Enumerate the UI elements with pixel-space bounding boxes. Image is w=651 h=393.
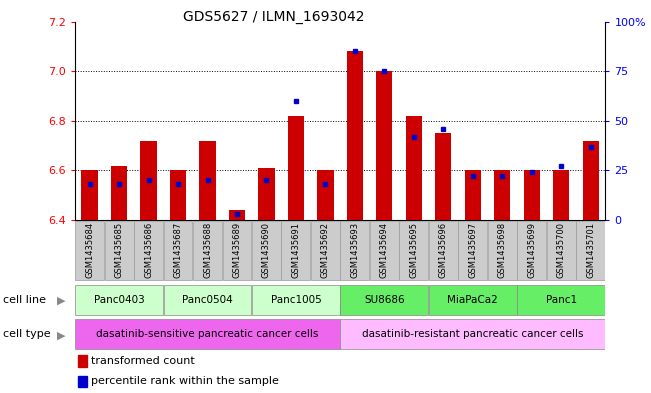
FancyBboxPatch shape <box>311 221 340 280</box>
Text: GDS5627 / ILMN_1693042: GDS5627 / ILMN_1693042 <box>183 10 364 24</box>
Text: Panc1: Panc1 <box>546 295 577 305</box>
Bar <box>347 51 363 220</box>
Text: GSM1435686: GSM1435686 <box>144 222 153 278</box>
FancyBboxPatch shape <box>400 221 428 280</box>
Text: GSM1435690: GSM1435690 <box>262 222 271 278</box>
Text: percentile rank within the sample: percentile rank within the sample <box>90 376 279 386</box>
Bar <box>77 376 87 387</box>
Bar <box>436 133 451 220</box>
Bar <box>553 171 570 220</box>
Text: cell type: cell type <box>3 329 51 339</box>
FancyBboxPatch shape <box>370 221 399 280</box>
Bar <box>199 141 215 220</box>
Bar <box>376 71 393 220</box>
FancyBboxPatch shape <box>488 221 517 280</box>
Text: GSM1435689: GSM1435689 <box>232 222 242 278</box>
Text: GSM1435698: GSM1435698 <box>498 222 506 278</box>
Bar <box>258 168 275 220</box>
Text: GSM1435699: GSM1435699 <box>527 222 536 278</box>
FancyBboxPatch shape <box>163 221 193 280</box>
Bar <box>229 210 245 220</box>
FancyBboxPatch shape <box>547 221 575 280</box>
Bar <box>465 171 481 220</box>
Bar <box>583 141 599 220</box>
Text: GSM1435700: GSM1435700 <box>557 222 566 278</box>
FancyBboxPatch shape <box>75 285 163 315</box>
FancyBboxPatch shape <box>458 221 487 280</box>
FancyBboxPatch shape <box>340 285 428 315</box>
Bar <box>111 165 127 220</box>
Text: GSM1435701: GSM1435701 <box>586 222 595 278</box>
Bar <box>170 171 186 220</box>
Text: Panc0403: Panc0403 <box>94 295 145 305</box>
FancyBboxPatch shape <box>518 221 546 280</box>
FancyBboxPatch shape <box>340 221 369 280</box>
Text: GSM1435696: GSM1435696 <box>439 222 448 278</box>
Text: GSM1435692: GSM1435692 <box>321 222 330 278</box>
Text: Panc1005: Panc1005 <box>271 295 322 305</box>
Text: GSM1435684: GSM1435684 <box>85 222 94 278</box>
Text: ▶: ▶ <box>57 330 66 340</box>
Text: ▶: ▶ <box>57 296 66 306</box>
Bar <box>317 171 333 220</box>
Text: GSM1435688: GSM1435688 <box>203 222 212 278</box>
Text: GSM1435697: GSM1435697 <box>468 222 477 278</box>
FancyBboxPatch shape <box>75 221 104 280</box>
FancyBboxPatch shape <box>281 221 311 280</box>
Text: GSM1435693: GSM1435693 <box>350 222 359 278</box>
FancyBboxPatch shape <box>576 221 605 280</box>
Text: GSM1435687: GSM1435687 <box>174 222 182 278</box>
Text: Panc0504: Panc0504 <box>182 295 233 305</box>
FancyBboxPatch shape <box>134 221 163 280</box>
Text: GSM1435694: GSM1435694 <box>380 222 389 278</box>
Text: dasatinib-sensitive pancreatic cancer cells: dasatinib-sensitive pancreatic cancer ce… <box>96 329 319 339</box>
FancyBboxPatch shape <box>252 285 340 315</box>
Text: transformed count: transformed count <box>90 356 195 366</box>
Bar <box>81 171 98 220</box>
Bar <box>494 171 510 220</box>
FancyBboxPatch shape <box>193 221 222 280</box>
Text: cell line: cell line <box>3 295 46 305</box>
Text: GSM1435691: GSM1435691 <box>292 222 300 278</box>
Bar <box>406 116 422 220</box>
Bar <box>288 116 304 220</box>
Bar <box>77 355 87 367</box>
FancyBboxPatch shape <box>429 285 517 315</box>
FancyBboxPatch shape <box>252 221 281 280</box>
FancyBboxPatch shape <box>75 319 340 349</box>
FancyBboxPatch shape <box>340 319 605 349</box>
Bar <box>141 141 157 220</box>
Text: SU8686: SU8686 <box>364 295 405 305</box>
FancyBboxPatch shape <box>223 221 251 280</box>
Text: GSM1435685: GSM1435685 <box>115 222 124 278</box>
Text: MiaPaCa2: MiaPaCa2 <box>447 295 498 305</box>
FancyBboxPatch shape <box>105 221 133 280</box>
FancyBboxPatch shape <box>518 285 605 315</box>
Text: GSM1435695: GSM1435695 <box>409 222 419 278</box>
FancyBboxPatch shape <box>429 221 458 280</box>
Text: dasatinib-resistant pancreatic cancer cells: dasatinib-resistant pancreatic cancer ce… <box>362 329 583 339</box>
FancyBboxPatch shape <box>163 285 251 315</box>
Bar <box>523 171 540 220</box>
